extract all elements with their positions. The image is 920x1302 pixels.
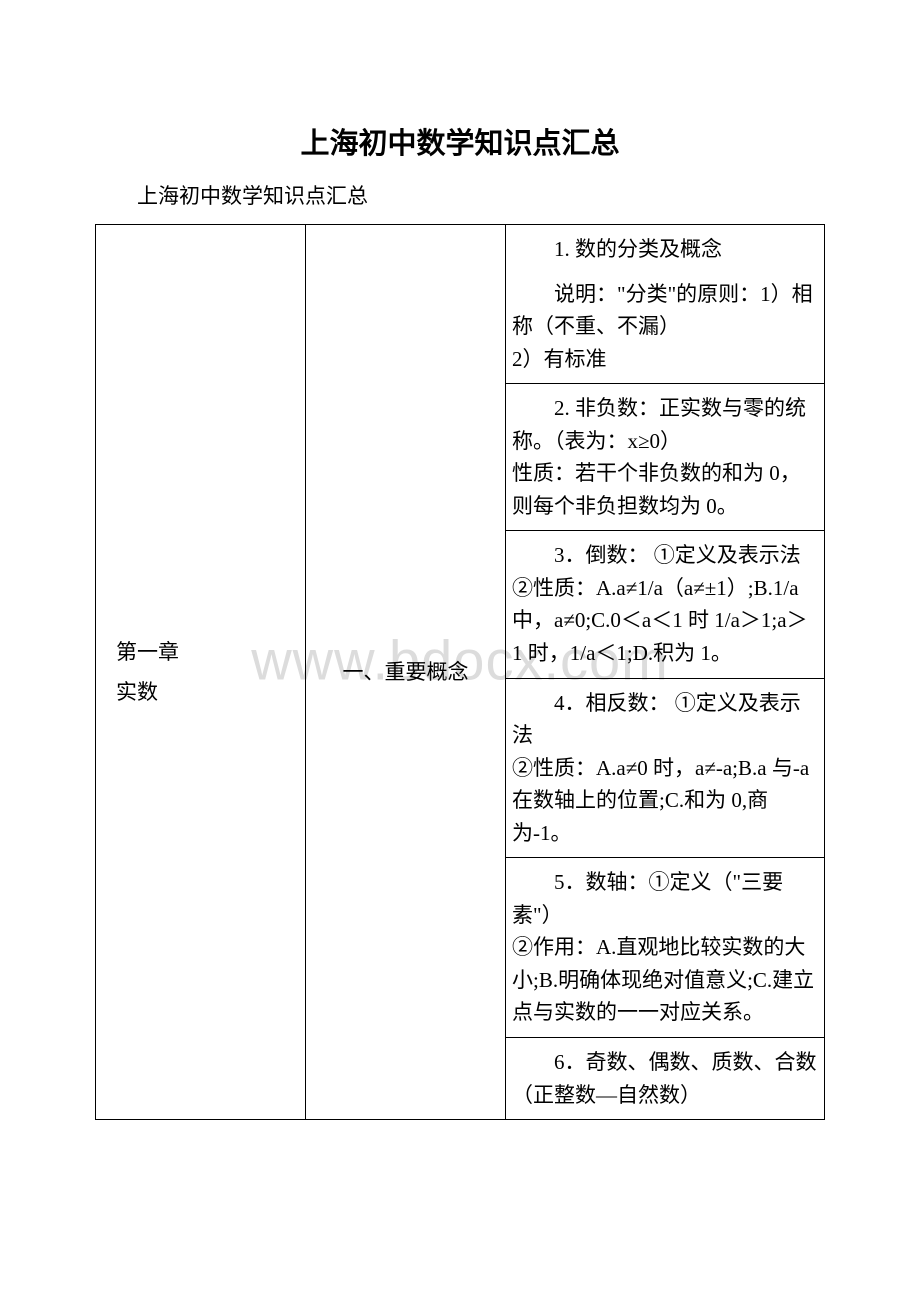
point-heading: 3．倒数： ①定义及表示法 — [512, 539, 818, 572]
point-heading: 5．数轴：①定义（"三要素"） — [512, 866, 818, 931]
point-heading: 4．相反数： ①定义及表示法 — [512, 687, 818, 752]
page-subtitle: 上海初中数学知识点汇总 — [95, 180, 825, 210]
knowledge-point: 5．数轴：①定义（"三要素"）②作用：A.直观地比较实数的大小;B.明确体现绝对… — [506, 858, 824, 1038]
knowledge-point: 2. 非负数：正实数与零的统称。（表为：x≥0）性质：若干个非负数的和为 0，则… — [506, 384, 824, 531]
chapter-number: 第一章 — [116, 636, 285, 669]
table-row: 第一章 实数 一、重要概念 1. 数的分类及概念说明："分类"的原则：1）相称（… — [96, 225, 825, 1120]
point-body: 性质：若干个非负数的和为 0，则每个非负担数均为 0。 — [512, 457, 818, 522]
point-heading: 1. 数的分类及概念 — [512, 233, 818, 266]
knowledge-point: 1. 数的分类及概念说明："分类"的原则：1）相称（不重、不漏）2）有标准 — [506, 225, 824, 384]
point-body: ②作用：A.直观地比较实数的大小;B.明确体现绝对值意义;C.建立点与实数的一一… — [512, 931, 818, 1029]
content-cell: 1. 数的分类及概念说明："分类"的原则：1）相称（不重、不漏）2）有标准2. … — [506, 225, 825, 1120]
knowledge-point: 4．相反数： ①定义及表示法②性质：A.a≠0 时，a≠-a;B.a 与-a 在… — [506, 679, 824, 859]
knowledge-point: 3．倒数： ①定义及表示法②性质：A.a≠1/a（a≠±1）;B.1/a 中，a… — [506, 531, 824, 678]
point-body-line: 说明："分类"的原则：1）相称（不重、不漏） — [512, 278, 818, 343]
page-title: 上海初中数学知识点汇总 — [95, 120, 825, 162]
point-body: ②性质：A.a≠1/a（a≠±1）;B.1/a 中，a≠0;C.0＜a＜1 时 … — [512, 572, 818, 670]
point-body: ②性质：A.a≠0 时，a≠-a;B.a 与-a 在数轴上的位置;C.和为 0,… — [512, 752, 818, 850]
point-heading: 2. 非负数：正实数与零的统称。（表为：x≥0） — [512, 392, 818, 457]
knowledge-point: 6．奇数、偶数、质数、合数（正整数—自然数） — [506, 1038, 824, 1119]
chapter-cell: 第一章 实数 — [96, 225, 306, 1120]
point-body-line: 2）有标准 — [512, 343, 818, 376]
section-cell: 一、重要概念 — [306, 225, 506, 1120]
knowledge-table: 第一章 实数 一、重要概念 1. 数的分类及概念说明："分类"的原则：1）相称（… — [95, 224, 825, 1120]
chapter-name: 实数 — [116, 676, 285, 709]
point-heading: 6．奇数、偶数、质数、合数（正整数—自然数） — [512, 1046, 818, 1111]
